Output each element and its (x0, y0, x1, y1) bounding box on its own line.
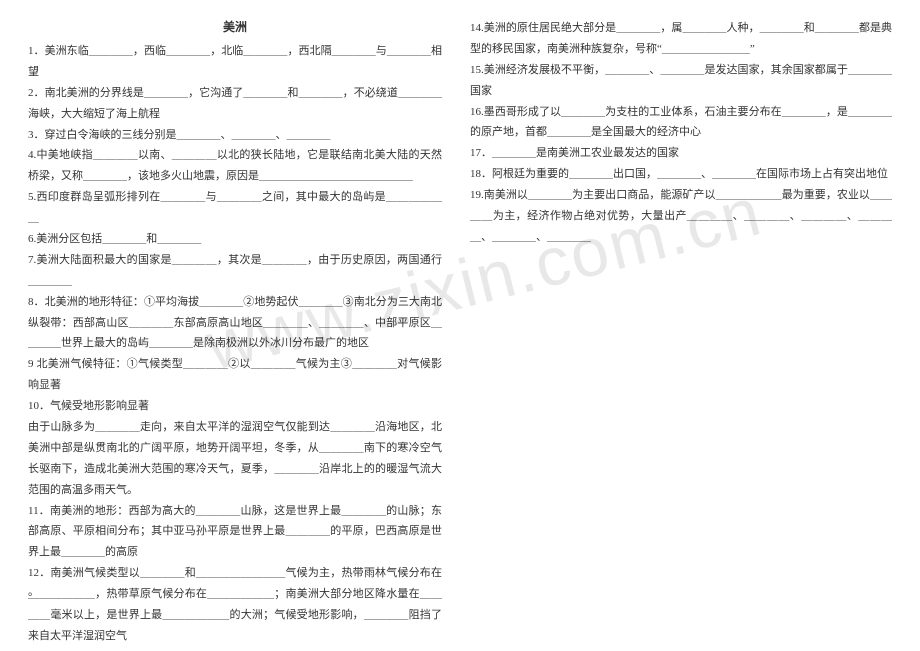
footer-period: 。 (28, 583, 39, 599)
question-line: 4.中美地峡指＿＿＿＿以南、＿＿＿＿以北的狭长陆地，它是联结南北美大陆的天然桥梁… (28, 145, 442, 187)
left-column: 美洲 1．美洲东临＿＿＿＿，西临＿＿＿＿，北临＿＿＿＿，西北隔＿＿＿＿与＿＿＿＿… (28, 18, 460, 647)
question-line: 5.西印度群岛呈弧形排列在＿＿＿＿与＿＿＿＿之间，其中最大的岛屿是＿＿＿＿＿＿ (28, 187, 442, 229)
question-line: 11．南美洲的地形：西部为高大的＿＿＿＿山脉，这是世界上最＿＿＿＿的山脉；东部高… (28, 501, 442, 564)
question-line: 15.美洲经济发展极不平衡，＿＿＿＿、＿＿＿＿是发达国家，其余国家都属于＿＿＿＿… (470, 60, 892, 102)
question-line: 12．南美洲气候类型以＿＿＿＿和＿＿＿＿＿＿＿＿气候为主，热带雨林气候分布在＿＿… (28, 563, 442, 647)
right-column: 14.美洲的原住居民绝大部分是＿＿＿＿，属＿＿＿＿人种，＿＿＿＿和＿＿＿＿都是典… (460, 18, 892, 647)
question-line: 8．北美洲的地形特征：①平均海拔＿＿＿＿②地势起伏＿＿＿＿③南北分为三大南北纵裂… (28, 292, 442, 355)
page-columns: 美洲 1．美洲东临＿＿＿＿，西临＿＿＿＿，北临＿＿＿＿，西北隔＿＿＿＿与＿＿＿＿… (0, 0, 920, 647)
question-line: 14.美洲的原住居民绝大部分是＿＿＿＿，属＿＿＿＿人种，＿＿＿＿和＿＿＿＿都是典… (470, 18, 892, 60)
question-line: 16.墨西哥形成了以＿＿＿＿为支柱的工业体系，石油主要分布在＿＿＿＿，是＿＿＿＿… (470, 102, 892, 144)
question-line: 2．南北美洲的分界线是＿＿＿＿，它沟通了＿＿＿＿和＿＿＿＿，不必绕道＿＿＿＿海峡… (28, 83, 442, 125)
question-line: 7.美洲大陆面积最大的国家是＿＿＿＿，其次是＿＿＿＿，由于历史原因，两国通行＿＿… (28, 250, 442, 292)
question-line: 10．气候受地形影响显著 (28, 396, 442, 417)
doc-title: 美洲 (28, 18, 442, 35)
question-line: 3．穿过白令海峡的三线分别是＿＿＿＿、＿＿＿＿、＿＿＿＿ (28, 125, 442, 146)
question-line: 17．＿＿＿＿是南美洲工农业最发达的国家 (470, 143, 892, 164)
question-line: 19.南美洲以＿＿＿＿为主要出口商品，能源矿产以＿＿＿＿＿＿最为重要，农业以＿＿… (470, 185, 892, 248)
question-line: 9 北美洲气候特征：①气候类型＿＿＿＿②以＿＿＿＿气候为主③＿＿＿＿对气候影响显… (28, 354, 442, 396)
question-line: 由于山脉多为＿＿＿＿走向，来自太平洋的湿润空气仅能到达＿＿＿＿沿海地区，北美洲中… (28, 417, 442, 501)
question-line: 18．阿根廷为重要的＿＿＿＿出口国，＿＿＿＿、＿＿＿＿在国际市场上占有突出地位 (470, 164, 892, 185)
question-line: 6.美洲分区包括＿＿＿＿和＿＿＿＿ (28, 229, 442, 250)
question-line: 1．美洲东临＿＿＿＿，西临＿＿＿＿，北临＿＿＿＿，西北隔＿＿＿＿与＿＿＿＿相望 (28, 41, 442, 83)
